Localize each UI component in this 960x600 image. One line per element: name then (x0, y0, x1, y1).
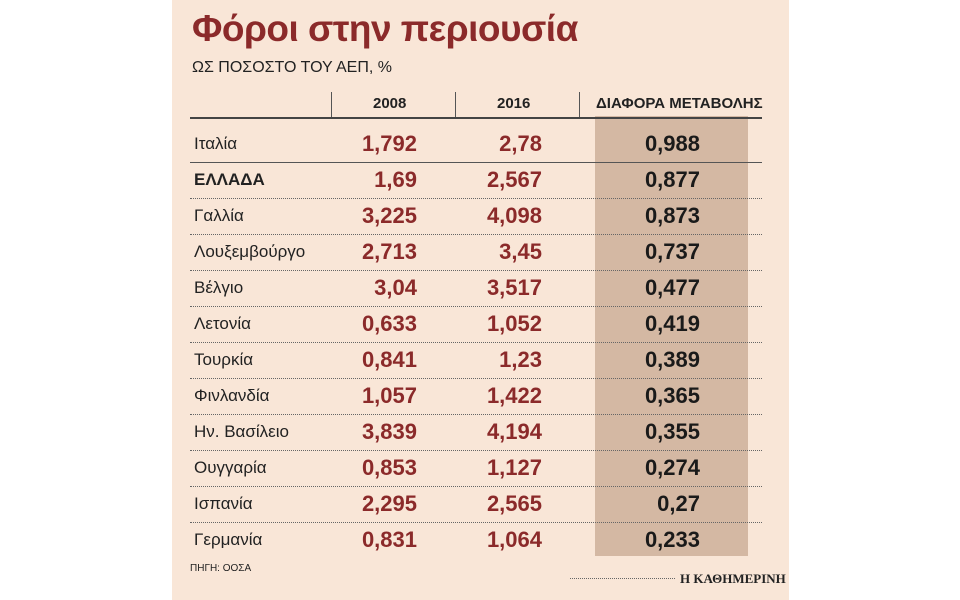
value-2008: 0,831 (361, 527, 417, 552)
value-2016: 2,565 (486, 491, 542, 516)
value-2016: 1,127 (486, 455, 542, 480)
country-label: Ιταλία (194, 134, 238, 153)
value-2008: 1,057 (361, 383, 417, 408)
value-2016: 1,422 (486, 383, 542, 408)
source-note: ΠΗΓΗ: ΟΟΣΑ (190, 563, 252, 574)
value-difference: 0,389 (644, 347, 700, 372)
country-label: Λετονία (194, 314, 251, 333)
value-2016: 2,567 (486, 167, 542, 192)
table-row: Ιταλία 1,792 2,78 0,988 (190, 126, 762, 163)
difference-column-highlight (595, 116, 748, 556)
value-2016: 1,23 (499, 347, 542, 372)
value-2008: 0,633 (361, 311, 417, 336)
table-row: Ην. Βασίλειο 3,839 4,194 0,355 (190, 414, 762, 451)
value-2008: 0,853 (361, 455, 417, 480)
value-2008: 3,839 (361, 419, 417, 444)
value-2008: 2,295 (361, 491, 417, 516)
brand-divider (570, 578, 675, 579)
brand-logo: Η ΚΑΘΗΜΕΡΙΝΗ (680, 571, 786, 586)
country-label: Γαλλία (194, 206, 244, 225)
value-difference: 0,365 (644, 383, 700, 408)
country-label: Φινλανδία (194, 386, 270, 405)
chart-title: Φόροι στην περιουσία (192, 8, 578, 49)
value-difference: 0,988 (644, 131, 700, 156)
value-2016: 4,194 (486, 419, 542, 444)
table-row: ΕΛΛΑΔΑ 1,69 2,567 0,877 (190, 162, 762, 199)
value-2016: 1,064 (486, 527, 542, 552)
table-row: Τουρκία 0,841 1,23 0,389 (190, 342, 762, 379)
value-2016: 3,45 (499, 239, 542, 264)
country-label: Γερμανία (194, 530, 263, 549)
value-2008: 3,04 (374, 275, 417, 300)
table-row: Λουξεμβούργο 2,713 3,45 0,737 (190, 234, 762, 271)
value-difference: 0,873 (644, 203, 700, 228)
country-label: ΕΛΛΑΔΑ (194, 170, 265, 189)
column-header-difference: ΔΙΑΦΟΡΑ ΜΕΤΑΒΟΛΗΣ (596, 95, 763, 112)
country-label: Ην. Βασίλειο (194, 422, 289, 441)
country-label: Τουρκία (194, 350, 254, 369)
column-header-2008: 2008 (373, 95, 407, 112)
value-difference: 0,477 (644, 275, 700, 300)
value-2008: 1,792 (361, 131, 417, 156)
table-row: Ισπανία 2,295 2,565 0,27 (190, 486, 762, 523)
value-2008: 1,69 (374, 167, 417, 192)
header-divider (455, 92, 456, 118)
header-divider (331, 92, 332, 118)
header-divider (579, 92, 580, 118)
table-row: Βέλγιο 3,04 3,517 0,477 (190, 270, 762, 307)
chart-subtitle: ΩΣ ΠΟΣΟΣΤΟ ΤΟΥ ΑΕΠ, % (192, 59, 392, 76)
header-rule (190, 117, 762, 119)
value-difference: 0,27 (657, 491, 700, 516)
country-label: Λουξεμβούργο (194, 242, 306, 261)
table-row: Γερμανία 0,831 1,064 0,233 (190, 522, 762, 558)
value-2016: 2,78 (499, 131, 542, 156)
country-label: Ισπανία (194, 494, 253, 513)
table-row: Ουγγαρία 0,853 1,127 0,274 (190, 450, 762, 487)
value-2016: 3,517 (486, 275, 542, 300)
table-row: Φινλανδία 1,057 1,422 0,365 (190, 378, 762, 415)
value-2008: 2,713 (361, 239, 417, 264)
value-difference: 0,877 (644, 167, 700, 192)
value-2016: 1,052 (486, 311, 542, 336)
value-2008: 3,225 (361, 203, 417, 228)
table-row: Γαλλία 3,225 4,098 0,873 (190, 198, 762, 235)
value-difference: 0,233 (644, 527, 700, 552)
value-difference: 0,355 (644, 419, 700, 444)
column-header-2016: 2016 (497, 95, 531, 112)
value-2008: 0,841 (361, 347, 417, 372)
table-row: Λετονία 0,633 1,052 0,419 (190, 306, 762, 343)
country-label: Βέλγιο (194, 278, 244, 297)
value-difference: 0,274 (644, 455, 700, 480)
country-label: Ουγγαρία (194, 458, 267, 477)
value-2016: 4,098 (486, 203, 542, 228)
value-difference: 0,419 (644, 311, 700, 336)
value-difference: 0,737 (644, 239, 700, 264)
